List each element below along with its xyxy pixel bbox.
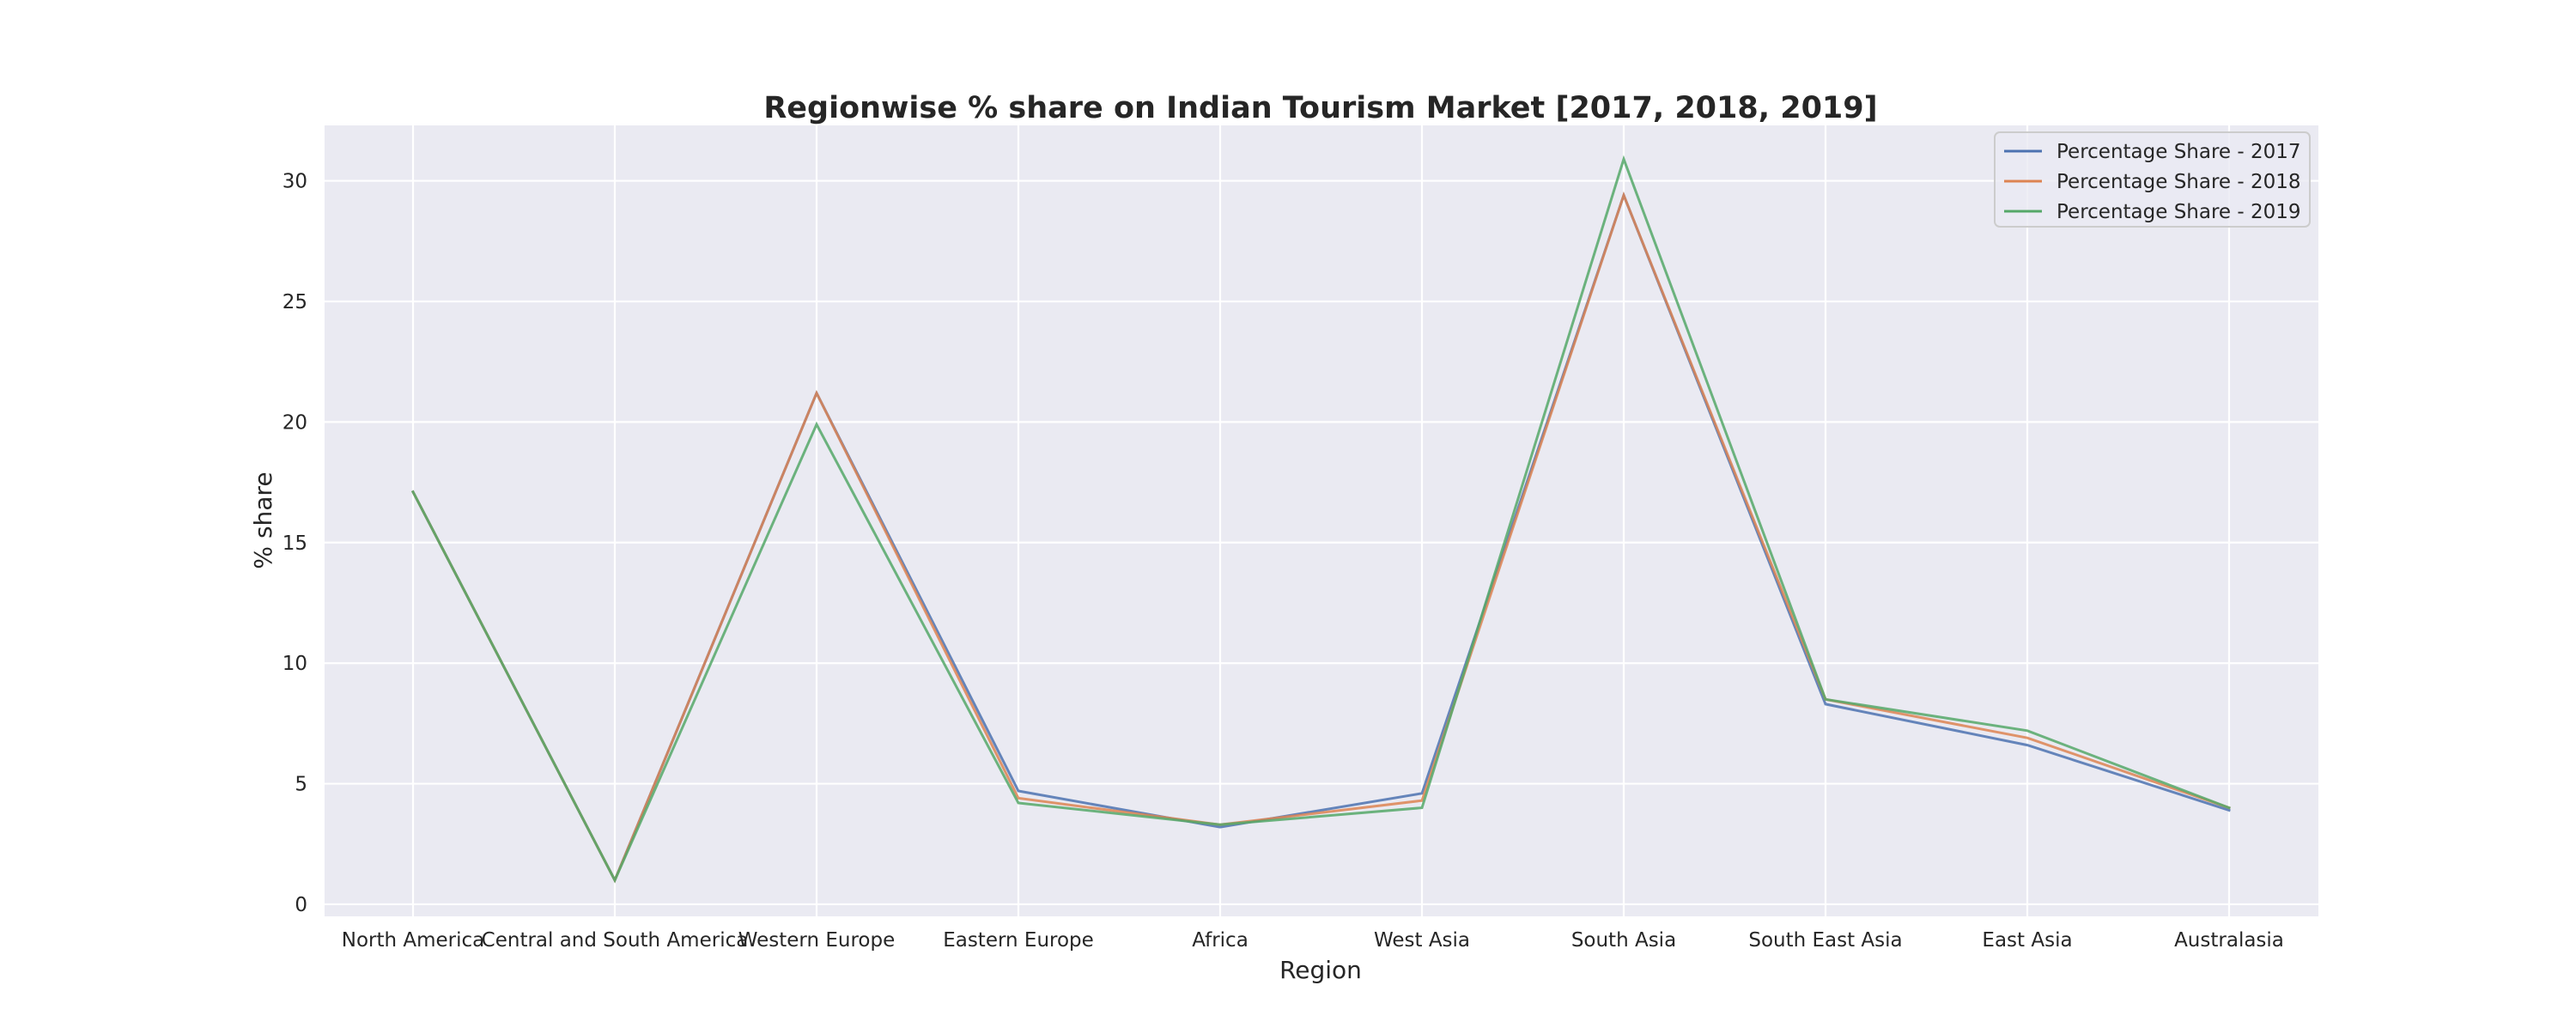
series-line: [410, 192, 2231, 884]
x-tick-label: West Asia: [1374, 929, 1470, 952]
chart-title: Regionwise % share on Indian Tourism Mar…: [763, 91, 1877, 125]
legend-entry: Percentage Share - 2017: [2057, 141, 2301, 163]
x-tick-label: East Asia: [1982, 929, 2072, 952]
legend: Percentage Share - 2017 Percentage Share …: [1994, 131, 2311, 228]
x-tick-label: North America: [342, 929, 485, 952]
y-tick-label: 5: [295, 774, 307, 796]
x-tick-label: Western Europe: [738, 929, 896, 952]
x-tick-label: Africa: [1192, 929, 1249, 952]
series-line: [410, 155, 2231, 884]
y-tick-label: 25: [283, 291, 307, 313]
plot-area: [325, 125, 2318, 916]
legend-entry: Percentage Share - 2018: [2057, 171, 2301, 193]
y-tick-label: 15: [283, 532, 307, 555]
x-axis-label: Region: [1279, 956, 1362, 984]
y-tick-label: 0: [295, 894, 307, 916]
y-tick-label: 20: [283, 411, 307, 434]
x-tick-label: South Asia: [1571, 929, 1676, 952]
y-tick-label: 30: [283, 171, 307, 193]
legend-entry: Percentage Share - 2019: [2057, 201, 2301, 223]
y-axis-label: % share: [249, 471, 277, 569]
x-tick-label: Eastern Europe: [943, 929, 1094, 952]
legend-box: [1994, 131, 2311, 228]
y-tick-label: 10: [283, 653, 307, 675]
x-tick-label: Central and South America: [482, 929, 749, 952]
x-tick-label: South East Asia: [1748, 929, 1902, 952]
x-tick-label: Australasia: [2174, 929, 2284, 952]
